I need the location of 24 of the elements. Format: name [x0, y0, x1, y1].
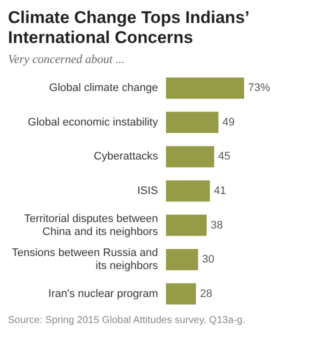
data-label: 38 [210, 219, 223, 232]
y-tick-label: Territorial disputes between China and its neighbors [24, 212, 158, 238]
chart-title: Climate Change Tops Indians’ International Concerns [8, 8, 250, 48]
bar [166, 248, 198, 270]
data-label: 73% [248, 82, 270, 94]
bar [166, 112, 218, 134]
data-label: 49 [222, 116, 235, 128]
bar [166, 78, 244, 99]
y-tick-label: Cyberattacks [94, 150, 158, 163]
data-label: 30 [202, 254, 214, 266]
bar [166, 283, 196, 304]
data-label: 41 [214, 185, 226, 198]
y-tick-label: Global climate change [49, 82, 158, 94]
bar [166, 214, 207, 236]
y-tick-label: ISIS [137, 185, 158, 198]
bar [166, 180, 210, 202]
y-tick-label: Global economic instability [28, 116, 158, 128]
data-label: 28 [200, 288, 212, 300]
y-tick-label: Iran's nuclear program [48, 288, 158, 300]
text: Very concerned about ... [8, 52, 126, 67]
data-label: 45 [218, 150, 230, 163]
bar [166, 146, 214, 168]
y-tick-label: Tensions between Russia and its neighbors [12, 247, 158, 272]
source-note: Source: Spring 2015 Global Attitudes survey. Q13a-g. [8, 315, 246, 326]
